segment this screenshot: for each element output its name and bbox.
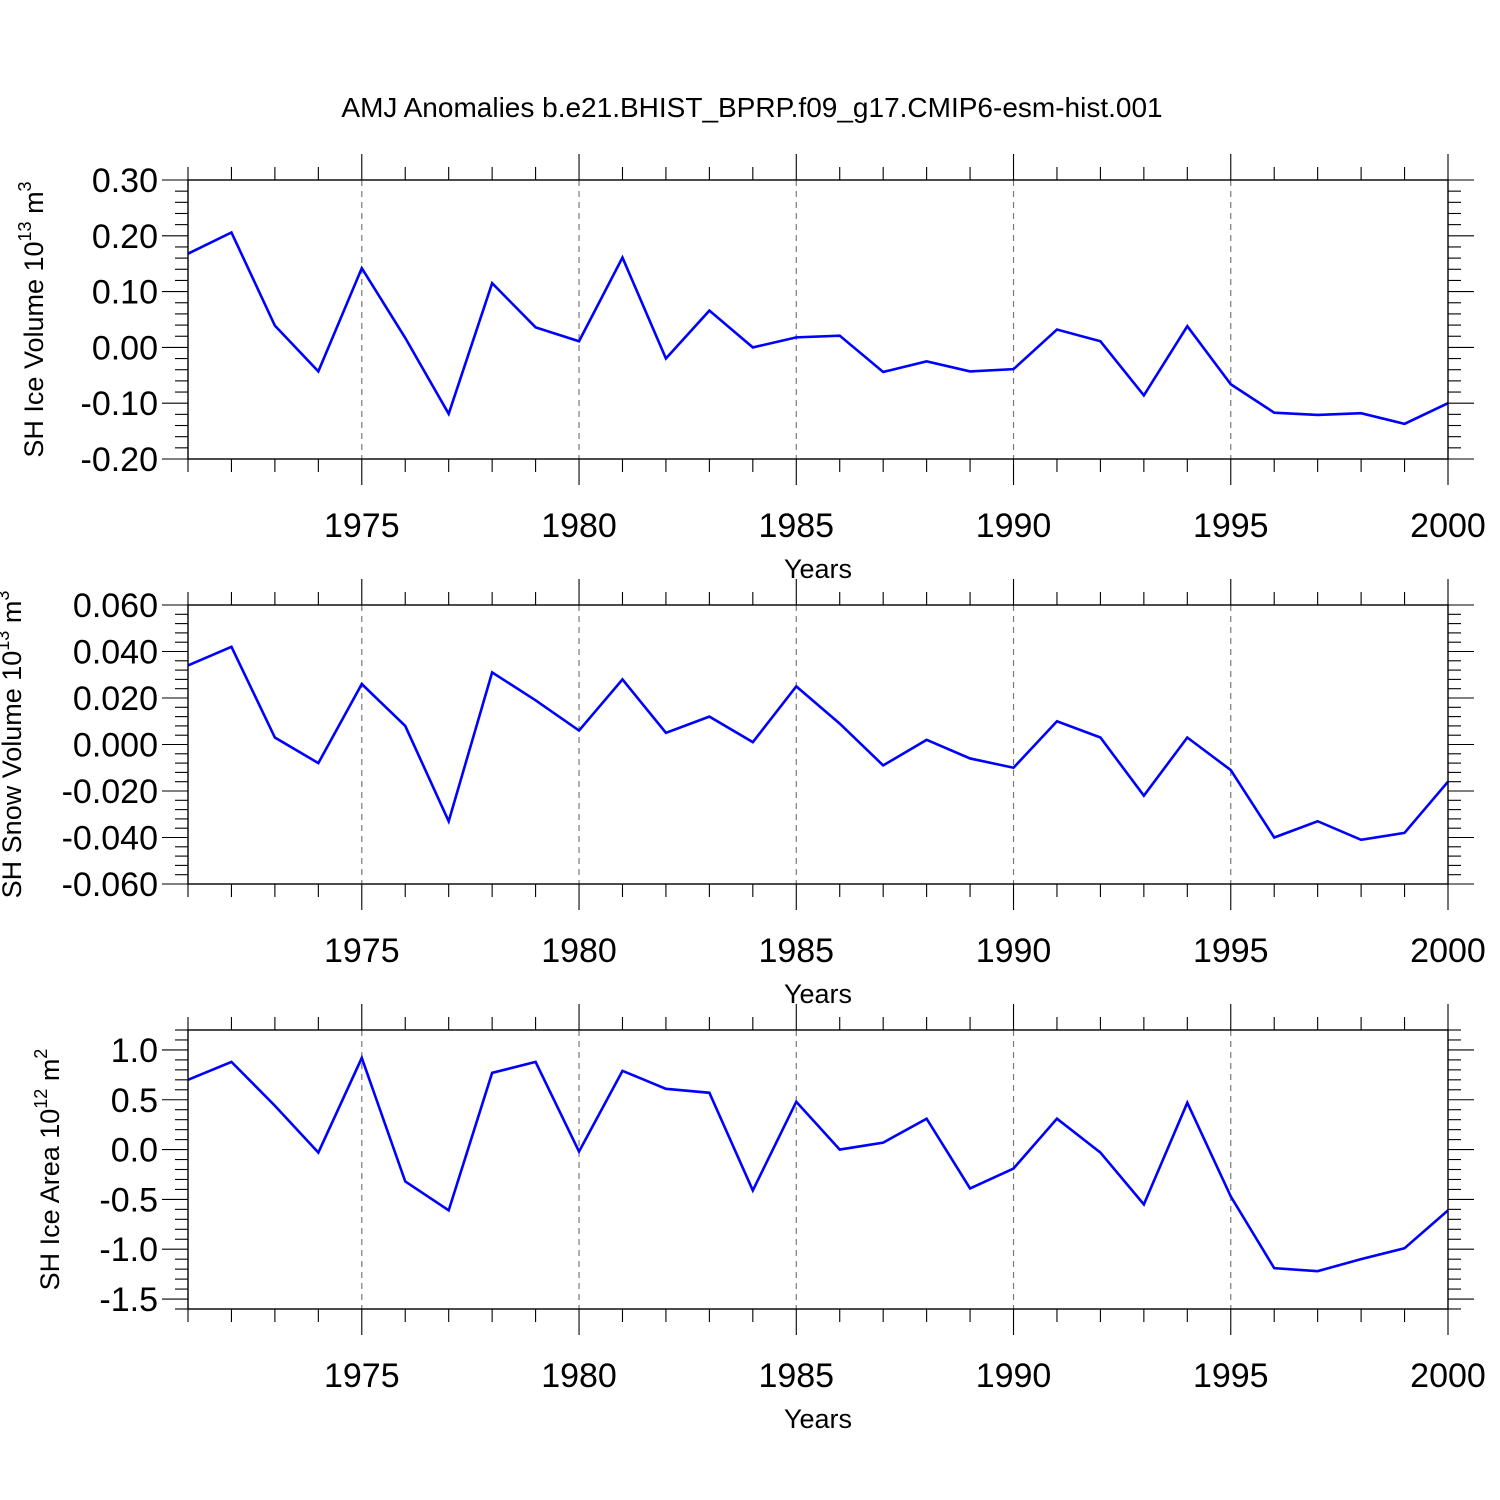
y-tick-label-0: -0.20 — [81, 441, 159, 479]
x-tick-label-1990: 1990 — [976, 1357, 1052, 1395]
y-tick-label-4: 0.5 — [111, 1082, 158, 1120]
y-axis-title-superscript: 13 — [15, 221, 35, 241]
panel-3: -1.5 -1.0 -0.5 0.0 0.5 1.0 1975 1980 1985 1990 199… — [31, 1004, 1486, 1434]
x-tick-label-1990: 1990 — [976, 507, 1052, 545]
y-tick-label-3: 0.000 — [73, 727, 158, 765]
y-axis-title-superscript: 3 — [15, 181, 35, 191]
x-axis-title: Years — [784, 979, 852, 1009]
y-tick-label-5: 0.040 — [73, 634, 158, 672]
y-tick-label-3: 0.10 — [92, 274, 158, 312]
y-axis-title-superscript: 3 — [0, 591, 13, 601]
y-tick-label-3: 0.0 — [111, 1132, 158, 1170]
plot-frame — [187, 179, 1449, 460]
x-tick-label-1995: 1995 — [1193, 932, 1269, 970]
x-tick-label-1995: 1995 — [1193, 1357, 1269, 1395]
y-tick-label-0: -1.5 — [99, 1281, 158, 1319]
y-axis-title-part: m — [35, 1059, 65, 1089]
x-tick-label-1980: 1980 — [541, 1357, 617, 1395]
y-axis-title-superscript: 13 — [0, 631, 13, 651]
y-axis-title: SH Ice Area 1012 m2 — [31, 1049, 65, 1291]
y-tick-label-4: 0.020 — [73, 680, 158, 718]
y-tick-label-0: -0.060 — [62, 866, 158, 904]
x-tick-label-1985: 1985 — [758, 507, 834, 545]
x-tick-label-1985: 1985 — [758, 1357, 834, 1395]
y-tick-label-1: -0.040 — [62, 820, 158, 858]
panel-2: -0.060 -0.040 -0.020 0.000 0.020 0.040 0.060 19… — [0, 579, 1486, 1009]
y-tick-label-5: 1.0 — [111, 1032, 158, 1070]
x-tick-label-1975: 1975 — [324, 932, 400, 970]
y-tick-label-6: 0.060 — [73, 587, 158, 625]
y-axis-title-part: m — [19, 191, 49, 221]
y-tick-label-1: -1.0 — [99, 1231, 158, 1269]
x-tick-label-2000: 2000 — [1410, 1357, 1486, 1395]
y-axis-title-part: SH Snow Volume 10 — [0, 651, 27, 899]
series-line-1 — [187, 645, 1449, 842]
plot-frame — [187, 1029, 1449, 1310]
x-tick-label-1975: 1975 — [324, 507, 400, 545]
y-tick-label-1: -0.10 — [81, 385, 159, 423]
y-axis-title: SH Snow Volume 1013 m3 — [0, 591, 27, 899]
series-line-1 — [187, 230, 1449, 426]
panels: -0.20 -0.10 0.00 0.10 0.20 0.30 1975 1980 1985 19… — [0, 154, 1486, 1434]
y-tick-label-2: -0.5 — [99, 1181, 158, 1219]
y-axis-title-part: SH Ice Area 10 — [35, 1109, 65, 1291]
series-line-1 — [187, 1054, 1449, 1273]
y-axis-title-part: SH Ice Volume 10 — [19, 241, 49, 457]
y-axis-title-superscript: 2 — [31, 1049, 51, 1059]
x-tick-label-1975: 1975 — [324, 1357, 400, 1395]
x-tick-label-1995: 1995 — [1193, 507, 1269, 545]
plot-frame — [187, 604, 1449, 885]
y-tick-label-5: 0.30 — [92, 162, 158, 200]
y-axis-title-part: m — [0, 601, 27, 631]
y-axis-title: SH Ice Volume 1013 m3 — [15, 181, 49, 457]
y-tick-label-4: 0.20 — [92, 218, 158, 256]
figure-title: AMJ Anomalies b.e21.BHIST_BPRP.f09_g17.C… — [341, 92, 1162, 123]
panel-1: -0.20 -0.10 0.00 0.10 0.20 0.30 1975 1980 1985 19… — [15, 154, 1486, 584]
x-tick-label-1980: 1980 — [541, 507, 617, 545]
x-tick-label-1980: 1980 — [541, 932, 617, 970]
y-tick-label-2: 0.00 — [92, 329, 158, 367]
x-axis-title: Years — [784, 1404, 852, 1434]
y-tick-label-2: -0.020 — [62, 773, 158, 811]
y-axis-title-superscript: 12 — [31, 1089, 51, 1109]
x-axis-title: Years — [784, 554, 852, 584]
x-tick-label-1985: 1985 — [758, 932, 834, 970]
x-tick-label-1990: 1990 — [976, 932, 1052, 970]
x-tick-label-2000: 2000 — [1410, 507, 1486, 545]
x-tick-label-2000: 2000 — [1410, 932, 1486, 970]
